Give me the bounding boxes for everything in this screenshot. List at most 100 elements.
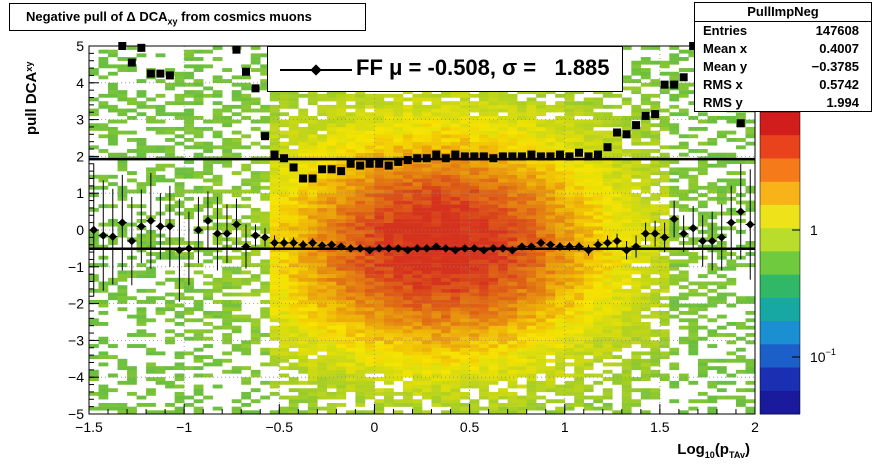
heatmap-cell: [279, 186, 289, 190]
heatmap-cell: [317, 127, 327, 131]
heatmap-cell: [118, 289, 128, 293]
heatmap-cell: [422, 149, 432, 153]
heatmap-cell: [527, 145, 537, 149]
heatmap-cell: [669, 307, 679, 311]
heatmap-cell: [99, 61, 109, 65]
heatmap-cell: [555, 164, 565, 168]
heatmap-cell: [593, 256, 603, 260]
heatmap-cell: [441, 282, 451, 286]
heatmap-cell: [346, 112, 356, 116]
heatmap-cell: [508, 164, 518, 168]
heatmap-cell: [555, 182, 565, 186]
heatmap-cell: [108, 138, 118, 142]
heatmap-cell: [432, 377, 442, 381]
heatmap-cell: [451, 403, 461, 407]
heatmap-cell: [260, 285, 270, 289]
heatmap-cell: [222, 307, 232, 311]
heatmap-cell: [631, 293, 641, 297]
heatmap-cell: [393, 223, 403, 227]
heatmap-cell: [574, 396, 584, 400]
heatmap-cell: [432, 215, 442, 219]
heatmap-cell: [460, 304, 470, 308]
heatmap-cell: [99, 149, 109, 153]
heatmap-cell: [631, 355, 641, 359]
heatmap-cell: [574, 318, 584, 322]
heatmap-cell: [146, 289, 156, 293]
heatmap-cell: [565, 403, 575, 407]
heatmap-cell: [289, 407, 299, 411]
heatmap-cell: [346, 293, 356, 297]
heatmap-cell: [156, 296, 166, 300]
heatmap-cell: [365, 293, 375, 297]
heatmap-cell: [536, 307, 546, 311]
heatmap-cell: [489, 370, 499, 374]
heatmap-cell: [688, 182, 698, 186]
heatmap-cell: [546, 175, 556, 179]
heatmap-cell: [717, 370, 727, 374]
heatmap-cell: [508, 134, 518, 138]
heatmap-cell: [555, 392, 565, 396]
heatmap-cell: [317, 322, 327, 326]
heatmap-cell: [298, 223, 308, 227]
heatmap-cell: [726, 351, 736, 355]
heatmap-cell: [403, 370, 413, 374]
heatmap-cell: [489, 223, 499, 227]
heatmap-cell: [365, 377, 375, 381]
heatmap-cell: [184, 127, 194, 131]
heatmap-cell: [422, 322, 432, 326]
heatmap-cell: [327, 359, 337, 363]
heatmap-cell: [336, 267, 346, 271]
heatmap-cell: [508, 285, 518, 289]
heatmap-cell: [251, 175, 261, 179]
heatmap-cell: [403, 329, 413, 333]
heatmap-cell: [660, 61, 670, 65]
heatmap-cell: [298, 182, 308, 186]
heatmap-cell: [184, 167, 194, 171]
heatmap-cell: [650, 362, 660, 366]
heatmap-cell: [222, 120, 232, 124]
heatmap-cell: [536, 256, 546, 260]
heatmap-cell: [565, 256, 575, 260]
heatmap-cell: [346, 318, 356, 322]
heatmap-cell: [374, 337, 384, 341]
heatmap-cell: [574, 385, 584, 389]
heatmap-cell: [156, 167, 166, 171]
heatmap-cell: [374, 134, 384, 138]
heatmap-cell: [374, 138, 384, 142]
heatmap-cell: [422, 300, 432, 304]
heatmap-cell: [489, 274, 499, 278]
heatmap-cell: [441, 167, 451, 171]
heatmap-cell: [327, 377, 337, 381]
heatmap-cell: [546, 300, 556, 304]
heatmap-cell: [317, 370, 327, 374]
heatmap-cell: [698, 204, 708, 208]
heatmap-cell: [479, 296, 489, 300]
heatmap-cell: [593, 193, 603, 197]
heatmap-cell: [317, 160, 327, 164]
heatmap-cell: [460, 326, 470, 330]
heatmap-cell: [298, 274, 308, 278]
heatmap-cell: [565, 329, 575, 333]
heatmap-cell: [336, 178, 346, 182]
heatmap-cell: [441, 326, 451, 330]
heatmap-cell: [612, 145, 622, 149]
heatmap-cell: [146, 318, 156, 322]
heatmap-cell: [451, 171, 461, 175]
heatmap-cell: [403, 219, 413, 223]
heatmap-cell: [536, 197, 546, 201]
heatmap-cell: [432, 116, 442, 120]
heatmap-cell: [669, 171, 679, 175]
heatmap-cell: [298, 263, 308, 267]
heatmap-cell: [403, 293, 413, 297]
heatmap-cell: [641, 351, 651, 355]
heatmap-cell: [374, 282, 384, 286]
heatmap-cell: [612, 175, 622, 179]
heatmap-cell: [641, 392, 651, 396]
heatmap-cell: [584, 167, 594, 171]
heatmap-cell: [336, 234, 346, 238]
heatmap-cell: [213, 46, 223, 50]
heatmap-cell: [584, 318, 594, 322]
heatmap-cell: [108, 86, 118, 90]
heatmap-cell: [422, 167, 432, 171]
heatmap-cell: [593, 219, 603, 223]
